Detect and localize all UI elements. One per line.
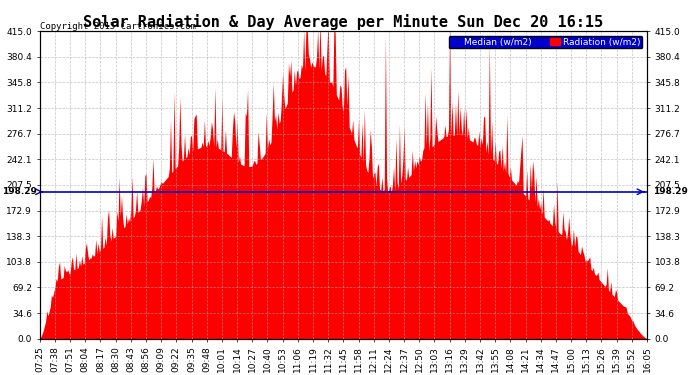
Title: Solar Radiation & Day Average per Minute Sun Dec 20 16:15: Solar Radiation & Day Average per Minute… — [83, 14, 604, 30]
Text: Copyright 2015 Cartronics.com: Copyright 2015 Cartronics.com — [40, 22, 195, 31]
Text: 198.29: 198.29 — [653, 187, 688, 196]
Legend: Median (w/m2), Radiation (w/m2): Median (w/m2), Radiation (w/m2) — [448, 36, 642, 48]
Text: 198.29: 198.29 — [3, 187, 37, 196]
